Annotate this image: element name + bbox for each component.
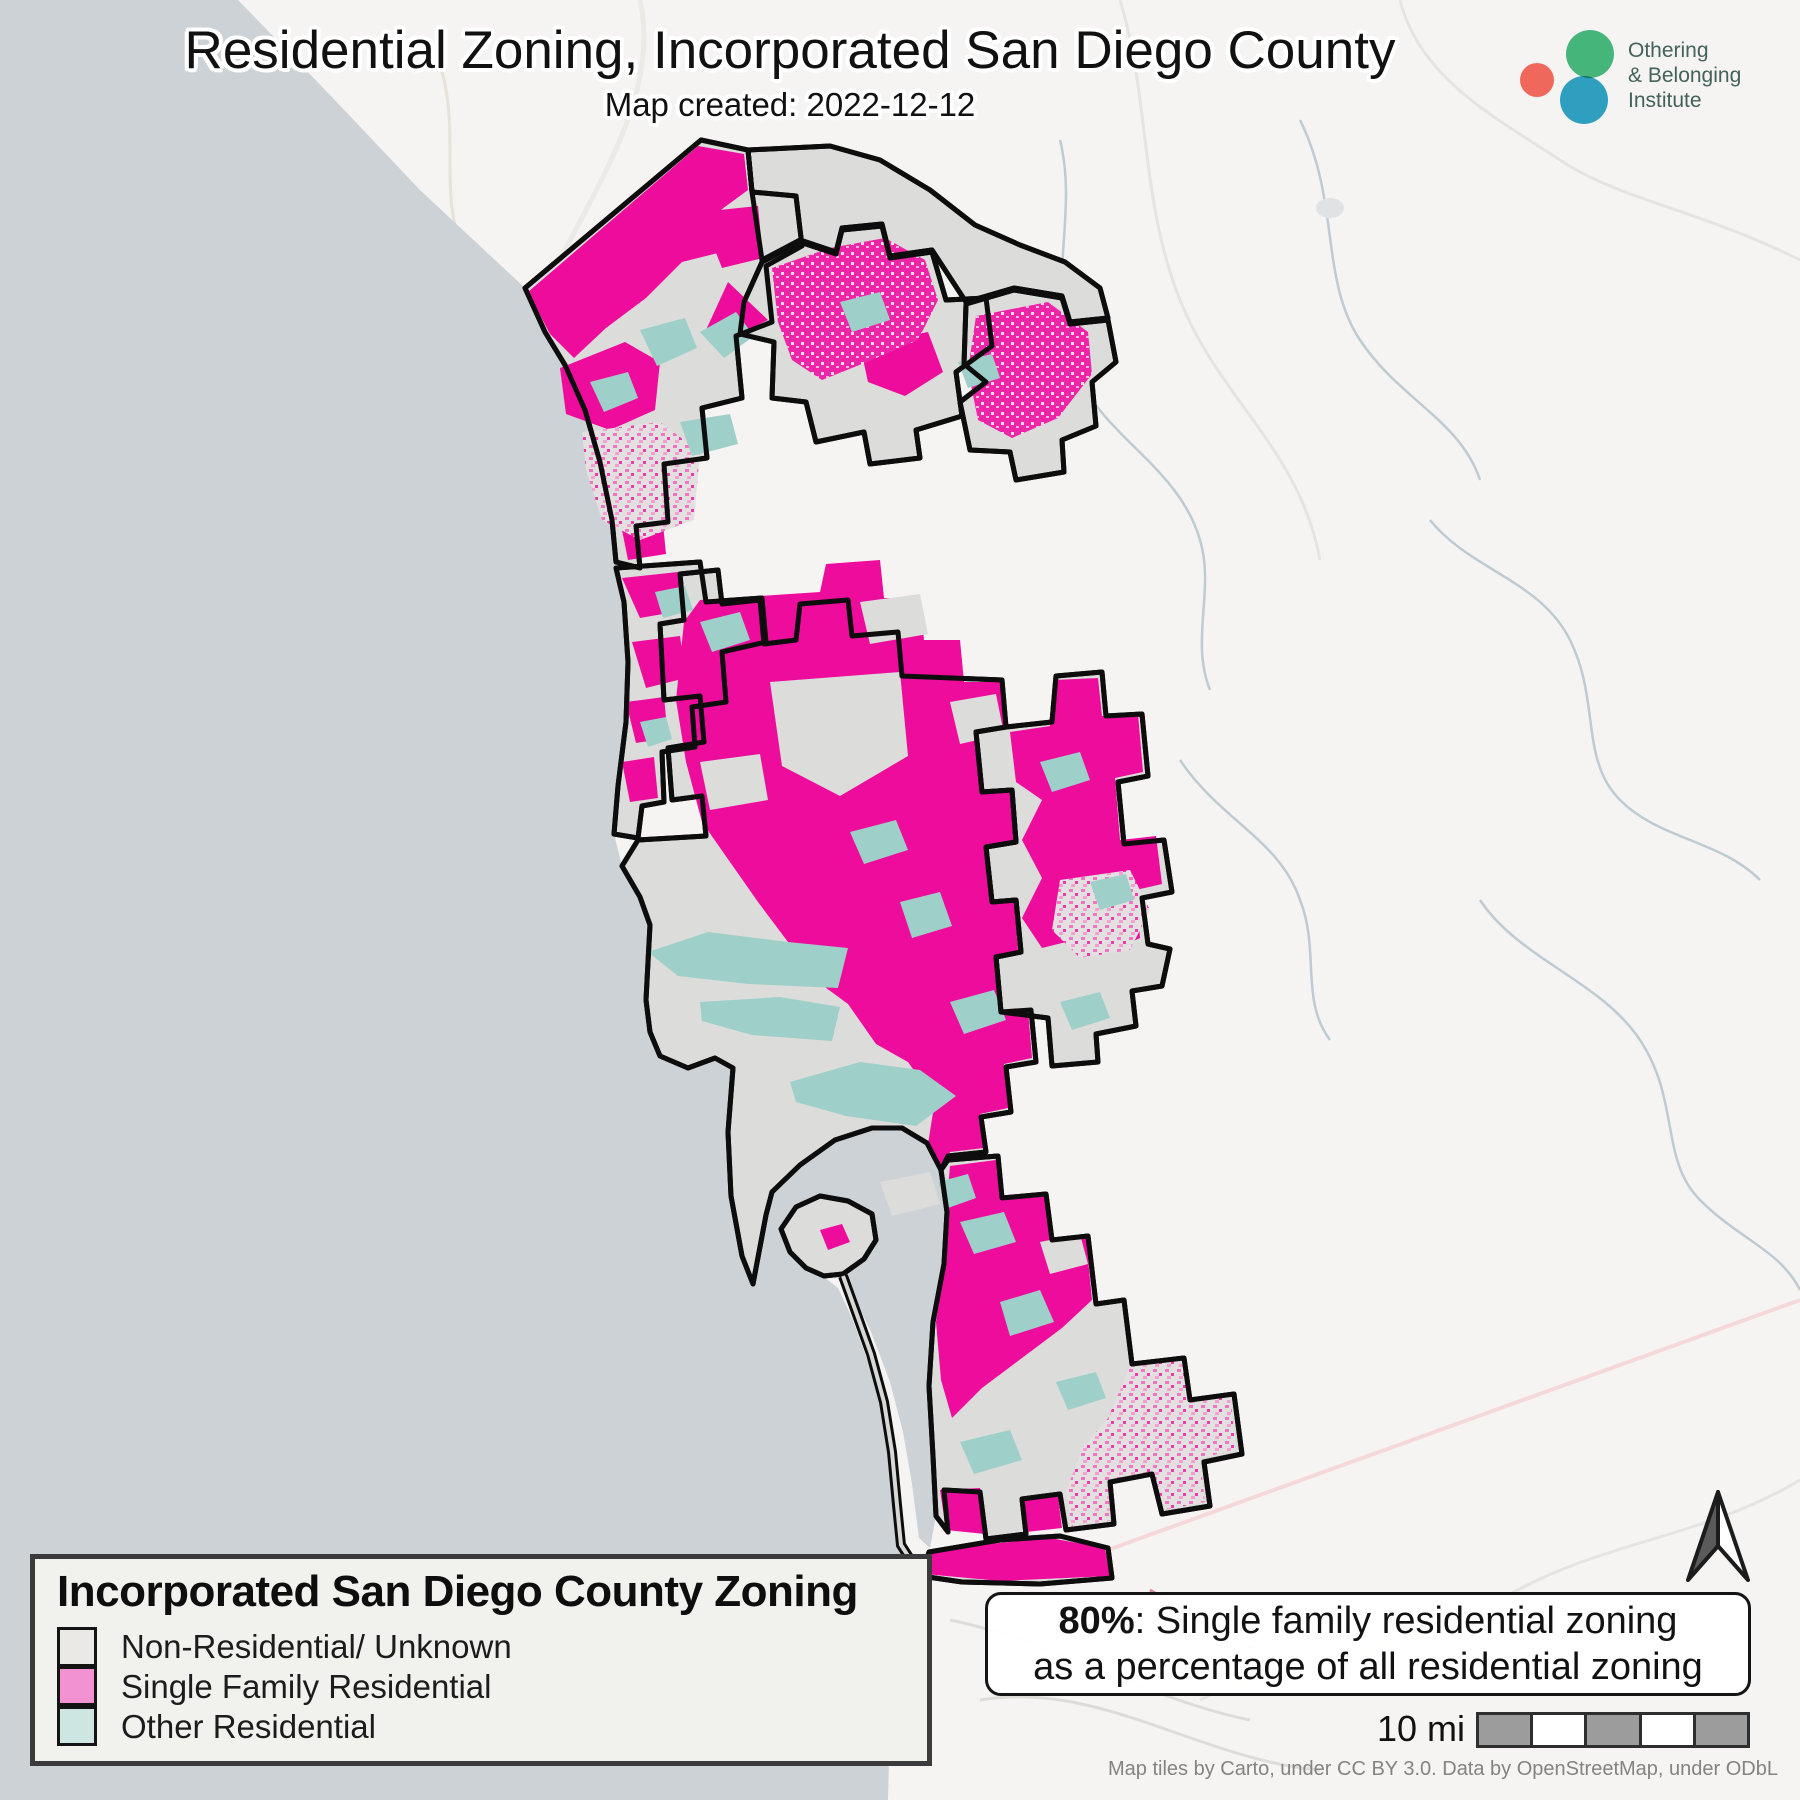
scale-segment [1479, 1715, 1531, 1745]
legend-box: Incorporated San Diego County Zoning Non… [30, 1554, 932, 1766]
attribution: Map tiles by Carto, under CC BY 3.0. Dat… [1108, 1758, 1778, 1780]
legend-rows: Non-Residential/ Unknown Single Family R… [57, 1627, 927, 1747]
scale-label: 10 mi [1376, 1708, 1465, 1749]
scale-segment [1638, 1715, 1693, 1745]
stat-value: 80% [1058, 1600, 1135, 1642]
legend-swatch-single-family [57, 1665, 97, 1706]
legend-swatch-other-residential [57, 1705, 97, 1746]
obi-logo-line3: Institute [1628, 89, 1702, 112]
logo-green-circle [1566, 30, 1614, 78]
north-arrow-icon [1686, 1490, 1750, 1582]
legend-label: Non-Residential/ Unknown [121, 1628, 512, 1665]
stat-text: : Single family residential zoning [1134, 1600, 1678, 1642]
stat-line-2: as a percentage of all residential zonin… [1033, 1646, 1703, 1688]
scale-segment [1530, 1715, 1585, 1745]
scale-bar [1476, 1712, 1750, 1748]
logo-red-circle [1520, 63, 1554, 97]
stat-line-1: 80%: Single family residential zoning [988, 1598, 1748, 1644]
obi-logo-text: Othering & Belonging Institute [1628, 38, 1741, 113]
legend-item: Single Family Residential [57, 1665, 927, 1707]
scale-segment [1692, 1715, 1748, 1745]
legend-item: Non-Residential/ Unknown [57, 1627, 927, 1667]
rivers [1058, 119, 1800, 1291]
obi-logo-line1: Othering [1628, 39, 1709, 62]
other-residential-zones [590, 292, 1134, 1474]
obi-logo-icon [1520, 30, 1614, 124]
map-subtitle: Map created: 2022-12-12 [604, 86, 976, 123]
legend-swatch-non-residential [57, 1627, 97, 1667]
scale-segment [1584, 1715, 1639, 1745]
ocean [0, 0, 947, 1800]
page-title: Residential Zoning, Incorporated San Die… [184, 21, 1396, 80]
silver-strand [838, 1274, 926, 1579]
logo-blue-circle [1560, 76, 1608, 124]
obi-logo: Othering & Belonging Institute [1500, 28, 1790, 138]
obi-logo-line2: & Belonging [1628, 64, 1742, 87]
legend-item: Other Residential [57, 1705, 927, 1747]
legend-title: Incorporated San Diego County Zoning [57, 1567, 858, 1616]
stat-box: 80%: Single family residential zoning as… [985, 1592, 1751, 1696]
legend-label: Other Residential [121, 1708, 376, 1745]
non-residential-patches [660, 594, 1088, 1274]
legend-label: Single Family Residential [121, 1668, 492, 1705]
